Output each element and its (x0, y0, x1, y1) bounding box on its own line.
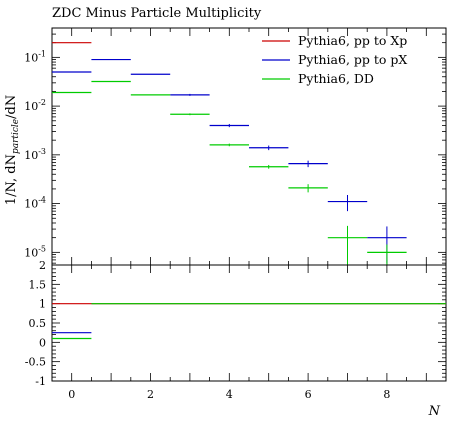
y-tick-label: 10-5 (24, 244, 46, 259)
x-tick-label: 8 (383, 388, 390, 401)
ratio-y-tick-label: 0 (39, 336, 46, 349)
chart-title: ZDC Minus Particle Multiplicity (52, 6, 262, 21)
x-axis-label: N (428, 404, 441, 419)
ratio-y-tick-label: 1 (39, 298, 46, 311)
y-tick-label: 10-2 (24, 98, 46, 113)
ratio-y-tick-label: 1.5 (29, 278, 47, 291)
x-tick-label: 6 (305, 388, 312, 401)
ratio-y-tick-label: -1 (35, 375, 46, 388)
ratio-frame (51, 264, 447, 382)
legend-label-2: Pythia6, DD (298, 71, 374, 86)
top-panel: 10-5 10-4 10-3 10-2 10-1 (24, 27, 447, 381)
legend-label-0: Pythia6, pp to Xp (298, 33, 407, 48)
x-tick-label: 0 (68, 388, 75, 401)
y-tick-label: 10-1 (24, 49, 46, 64)
legend-label-1: Pythia6, pp to pX (298, 52, 407, 67)
y-tick-label: 10-3 (24, 147, 46, 162)
ratio-panel: 0 2 4 6 8 -1 -0.5 0 0.5 1 1.5 2 (25, 259, 447, 401)
ratio-y-tick-label: 2 (39, 259, 46, 272)
ratio-y-tick-label: 0.5 (29, 317, 47, 330)
y-axis-label: 1/N, dNparticle/dN (4, 95, 21, 205)
legend: Pythia6, pp to Xp Pythia6, pp to pX Pythia… (262, 33, 407, 86)
y-tick-label: 10-4 (24, 196, 46, 211)
x-tick-label: 4 (226, 388, 233, 401)
ratio-y-tick-label: -0.5 (25, 356, 46, 369)
x-tick-label: 2 (147, 388, 154, 401)
